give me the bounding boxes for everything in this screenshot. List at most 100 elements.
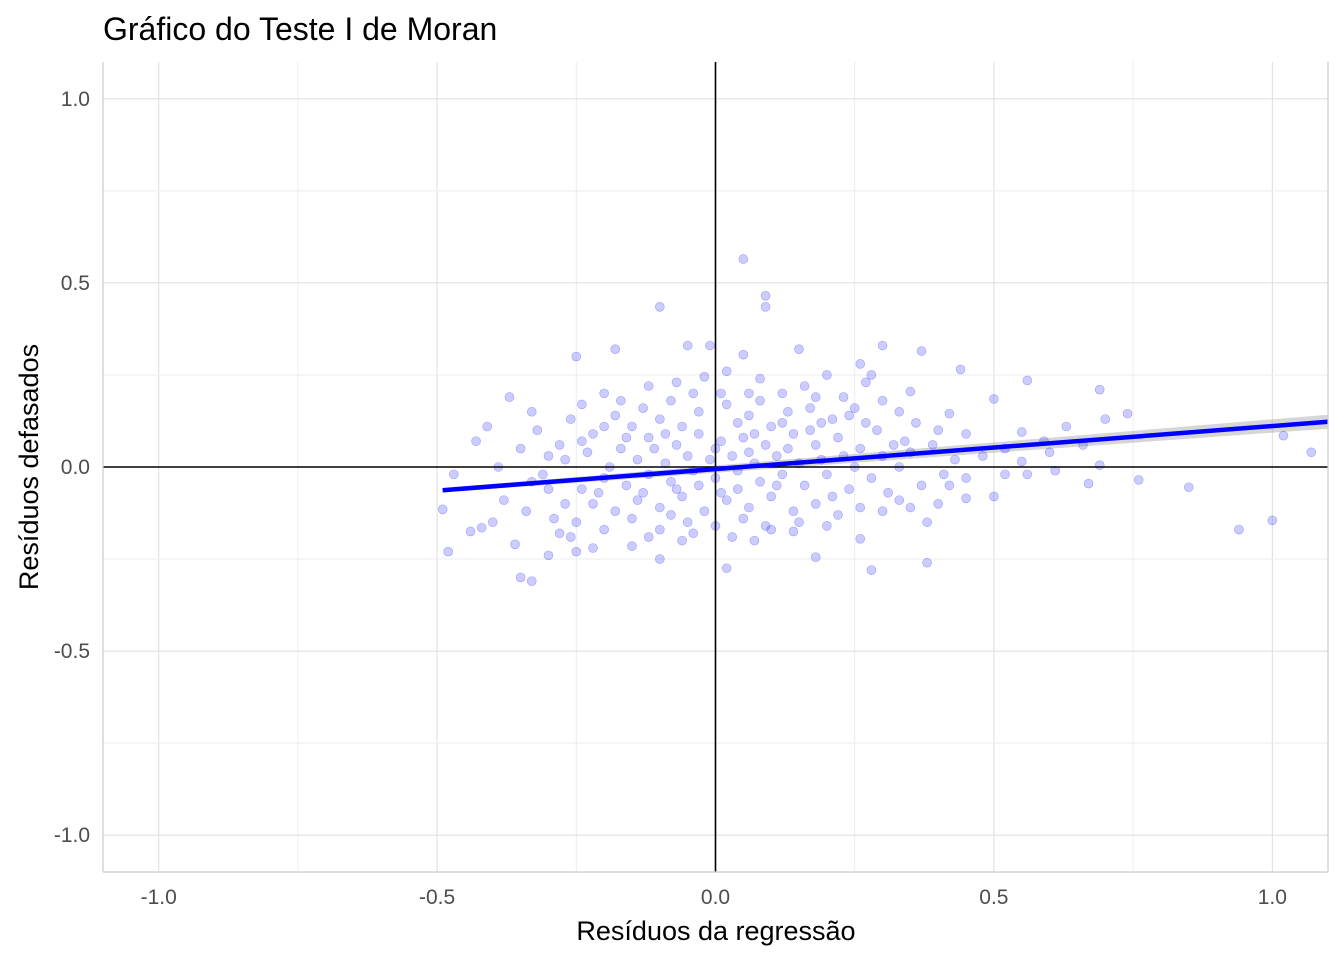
data-point [616, 443, 626, 454]
data-point [727, 532, 738, 542]
data-point [805, 403, 815, 413]
data-point [560, 454, 570, 465]
data-point [599, 524, 609, 535]
data-point [666, 395, 676, 406]
data-point [465, 526, 476, 537]
data-point [783, 443, 793, 454]
data-point [705, 454, 715, 465]
data-point [588, 543, 598, 553]
data-point [666, 510, 676, 520]
data-point [1094, 384, 1105, 395]
data-point [883, 487, 893, 498]
data-point [1267, 515, 1278, 526]
data-point [1183, 482, 1194, 493]
data-point [855, 359, 866, 369]
data-point [1278, 430, 1289, 441]
data-point [666, 476, 676, 487]
data-point [610, 344, 621, 354]
data-point [643, 532, 654, 542]
data-point [560, 499, 570, 509]
data-point [961, 493, 971, 504]
data-point [526, 406, 537, 417]
data-point [766, 524, 776, 535]
data-point [1022, 375, 1033, 386]
data-point [476, 522, 487, 533]
data-point [721, 399, 732, 410]
data-point [565, 414, 576, 424]
data-point [827, 414, 838, 424]
data-point [916, 346, 927, 356]
data-point [771, 451, 782, 461]
data-point [866, 565, 877, 575]
data-point [671, 377, 682, 388]
data-point [861, 377, 871, 388]
data-point [677, 491, 687, 502]
data-point [766, 421, 776, 432]
y-axis-title: Resíduos defasados [14, 344, 44, 590]
data-point [894, 406, 905, 417]
data-point [660, 458, 671, 469]
data-point [638, 487, 648, 498]
data-point [577, 484, 587, 494]
data-point [721, 495, 732, 505]
data-point [810, 392, 821, 402]
data-point [827, 491, 838, 502]
data-point [950, 454, 960, 465]
data-point [515, 572, 526, 583]
data-point [766, 491, 776, 502]
data-point [989, 491, 999, 502]
data-point [888, 440, 899, 450]
data-point [744, 502, 754, 513]
data-point [538, 469, 548, 480]
data-point [699, 506, 710, 516]
data-point [627, 421, 637, 432]
data-point [599, 388, 609, 399]
data-point [760, 290, 771, 301]
data-point [638, 403, 648, 413]
data-point [599, 421, 609, 432]
panel-frame [102, 62, 1329, 873]
data-point [682, 451, 693, 461]
data-point [1000, 469, 1010, 480]
data-point [877, 506, 888, 516]
data-point [838, 392, 849, 402]
data-point [760, 302, 771, 312]
fit-line-layer [442, 419, 1329, 493]
data-point [855, 443, 866, 454]
data-point [632, 454, 643, 465]
data-point [755, 395, 765, 406]
x-tick-label: -1.0 [141, 886, 177, 909]
data-point [671, 484, 682, 494]
data-point [961, 473, 971, 483]
data-point [744, 410, 754, 421]
data-point [655, 554, 665, 564]
data-point [499, 495, 509, 505]
data-point [749, 535, 760, 546]
data-point [844, 484, 854, 494]
data-point [755, 476, 765, 487]
data-point [571, 546, 582, 557]
data-point [877, 340, 888, 351]
data-point [504, 392, 515, 402]
data-point [911, 418, 921, 428]
data-point [822, 469, 832, 480]
data-point [577, 399, 587, 410]
data-point [610, 410, 621, 421]
data-point [448, 469, 459, 480]
y-axis-ticks: -1.0 -0.5 0.0 0.5 1.0 [54, 88, 90, 847]
data-point [549, 513, 559, 524]
data-point [1306, 447, 1317, 458]
x-axis-ticks: -1.0 -0.5 0.0 0.5 1.0 [141, 886, 1287, 909]
data-point [944, 480, 955, 491]
data-point [760, 521, 771, 531]
data-point [810, 499, 821, 509]
data-point [788, 506, 799, 516]
data-point [816, 418, 827, 428]
data-point [933, 425, 944, 435]
data-point [822, 370, 832, 380]
data-point [588, 429, 598, 439]
data-point [677, 535, 687, 546]
data-point [660, 429, 671, 439]
data-point [783, 406, 793, 417]
